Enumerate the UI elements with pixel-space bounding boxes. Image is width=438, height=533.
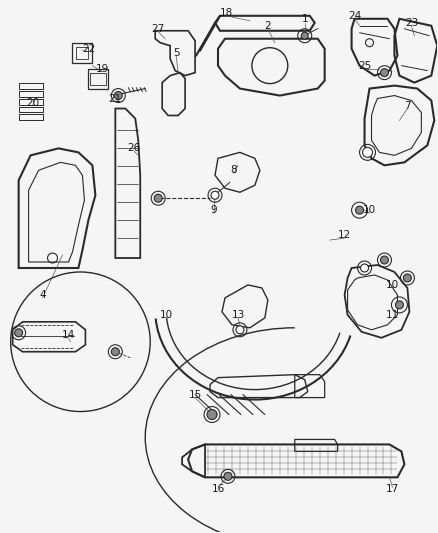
Text: 27: 27: [152, 24, 165, 34]
Text: 11: 11: [386, 310, 399, 320]
Circle shape: [236, 326, 244, 334]
Text: 1: 1: [301, 14, 308, 24]
Text: 10: 10: [363, 205, 376, 215]
Text: 22: 22: [82, 44, 95, 54]
Circle shape: [403, 274, 411, 282]
Text: 8: 8: [231, 165, 237, 175]
Text: 5: 5: [173, 47, 180, 58]
Text: 24: 24: [348, 11, 361, 21]
Text: 12: 12: [338, 230, 351, 240]
Circle shape: [363, 148, 372, 157]
Circle shape: [211, 191, 219, 199]
Circle shape: [207, 409, 217, 419]
Text: 10: 10: [386, 280, 399, 290]
Circle shape: [224, 472, 232, 480]
Text: 26: 26: [127, 143, 141, 154]
Text: 20: 20: [26, 98, 39, 108]
Text: 2: 2: [265, 21, 271, 31]
Circle shape: [301, 32, 308, 39]
Text: 7: 7: [404, 101, 411, 110]
Circle shape: [396, 301, 403, 309]
Text: 16: 16: [212, 484, 225, 494]
Circle shape: [381, 256, 389, 264]
Circle shape: [360, 264, 368, 272]
Circle shape: [111, 348, 119, 356]
Text: 18: 18: [219, 8, 233, 18]
Circle shape: [356, 206, 364, 214]
Circle shape: [381, 69, 389, 77]
Text: 15: 15: [188, 390, 202, 400]
Circle shape: [14, 329, 23, 337]
Text: 13: 13: [231, 310, 244, 320]
Text: 19: 19: [96, 63, 109, 74]
Text: 17: 17: [386, 484, 399, 494]
Text: 14: 14: [62, 330, 75, 340]
Text: 10: 10: [159, 310, 173, 320]
Text: 4: 4: [39, 290, 46, 300]
Text: 25: 25: [358, 61, 371, 71]
Circle shape: [154, 194, 162, 202]
Text: 9: 9: [211, 205, 217, 215]
Text: 23: 23: [405, 18, 418, 28]
Text: 21: 21: [109, 93, 122, 103]
Circle shape: [114, 92, 122, 100]
